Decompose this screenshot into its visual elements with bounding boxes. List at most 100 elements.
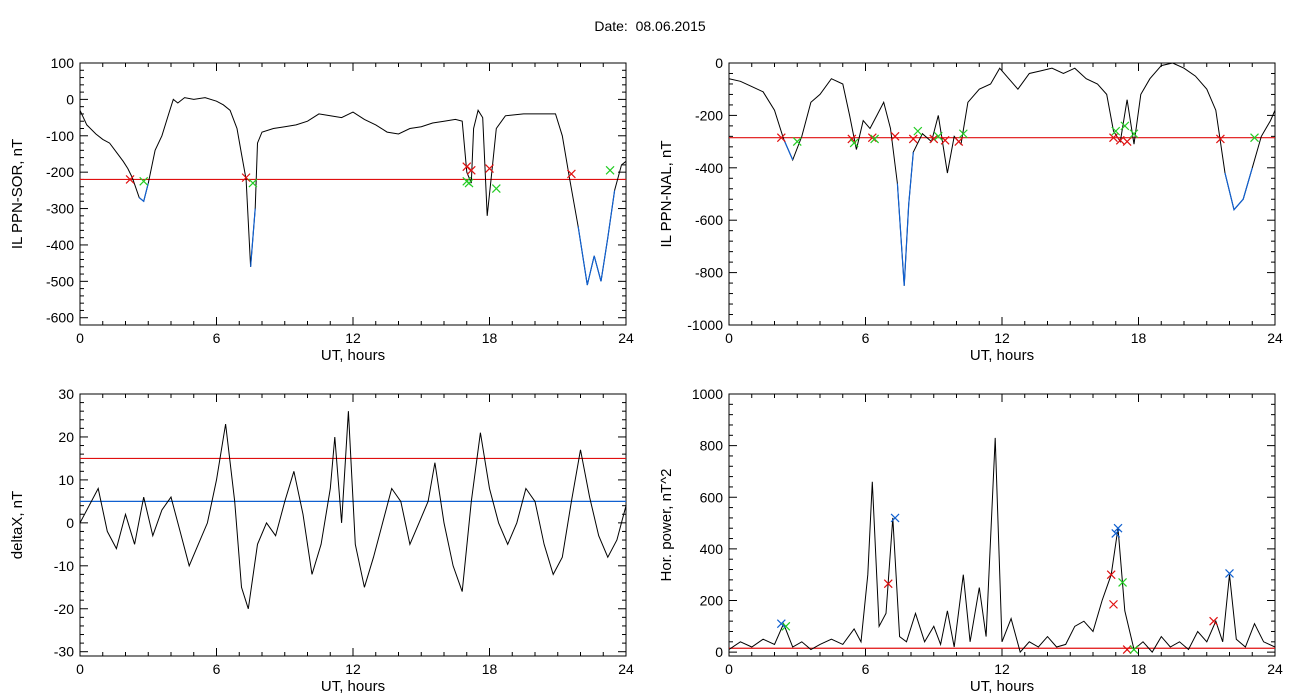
- red-marker: [929, 134, 939, 144]
- chart-sor: 0 6 12 18 24 -600 -500 -400 -300 -200 -100 0 100 UT, …: [9, 55, 634, 364]
- y-tick-label: -400: [695, 160, 723, 176]
- red-marker: [883, 579, 893, 589]
- y-tick-label: -500: [46, 273, 74, 289]
- y-tick-label: -100: [46, 128, 74, 144]
- y-tick-label: 0: [715, 644, 723, 660]
- y-tick-label: 0: [66, 515, 74, 531]
- blue-marker: [1225, 568, 1234, 578]
- x-tick-label: 6: [862, 330, 870, 346]
- red-marker: [566, 169, 576, 179]
- x-tick-label: 24: [618, 661, 634, 677]
- y-tick-label: 200: [700, 593, 724, 609]
- green-marker: [139, 176, 149, 186]
- y-axis-label: IL PPN-SOR, nT: [9, 139, 26, 249]
- green-marker: [958, 129, 968, 139]
- x-axis-label: UT, hours: [970, 347, 1034, 364]
- x-axis-label: UT, hours: [321, 347, 385, 364]
- x-tick-label: 24: [1267, 330, 1283, 346]
- green-marker: [491, 184, 501, 193]
- red-marker: [485, 164, 494, 173]
- y-tick-label: 0: [715, 55, 723, 71]
- x-tick-label: 18: [482, 661, 498, 677]
- plot-frame: [79, 62, 627, 326]
- red-marker: [1122, 645, 1132, 654]
- y-tick-label: 10: [58, 472, 74, 488]
- x-tick-label: 18: [482, 330, 498, 346]
- red-marker: [1215, 134, 1225, 144]
- blue-marker: [1111, 528, 1121, 538]
- green-marker: [1118, 578, 1127, 587]
- y-tick-label: 800: [700, 438, 724, 454]
- x-tick-label: 12: [994, 330, 1010, 346]
- x-tick-label: 6: [213, 330, 221, 346]
- series-disturbed: [138, 182, 616, 286]
- chart-nal: 0 6 12 18 24 -1000 -800 -600 -400 -200 0 UT, hours I…: [658, 55, 1283, 364]
- x-axis-label: UT, hours: [321, 678, 385, 695]
- x-tick-label: 0: [76, 330, 84, 346]
- x-tick-label: 0: [76, 661, 84, 677]
- green-marker: [1111, 126, 1121, 136]
- green-marker: [1129, 645, 1139, 654]
- y-tick-label: -1000: [687, 317, 723, 333]
- x-tick-label: 12: [345, 661, 361, 677]
- red-marker: [466, 165, 476, 175]
- green-marker: [933, 131, 943, 141]
- x-tick-label: 0: [725, 330, 733, 346]
- red-marker: [940, 135, 950, 145]
- series-line: [729, 437, 1275, 654]
- x-tick-label: 12: [345, 330, 361, 346]
- plot-frame: [728, 393, 1276, 657]
- y-axis-label: deltaX, nT: [9, 491, 26, 559]
- red-marker: [1209, 616, 1218, 626]
- y-tick-label: -800: [695, 265, 723, 281]
- red-marker: [908, 134, 918, 144]
- x-tick-label: 24: [1267, 661, 1283, 677]
- red-marker: [462, 162, 472, 172]
- y-axis-label: IL PPN-NAL, nT: [658, 141, 675, 248]
- plot-area: [80, 97, 626, 286]
- blue-marker: [890, 513, 900, 523]
- x-tick-label: 6: [862, 661, 870, 677]
- x-tick-label: 12: [994, 661, 1010, 677]
- series-line: [80, 411, 626, 609]
- y-axis-label: Hor. power, nT^2: [658, 469, 675, 582]
- green-marker: [792, 137, 802, 147]
- series-line: [729, 63, 1275, 286]
- y-tick-label: -200: [46, 164, 74, 180]
- y-tick-label: -600: [46, 310, 74, 326]
- y-tick-label: -600: [695, 212, 723, 228]
- green-marker: [913, 126, 923, 136]
- y-tick-label: 30: [58, 386, 74, 402]
- red-marker: [1106, 570, 1116, 580]
- green-marker: [464, 178, 474, 188]
- plot-area: [729, 437, 1275, 654]
- y-tick-label: 1000: [692, 386, 723, 402]
- figure-title: Date: 08.06.2015: [594, 18, 706, 34]
- y-tick-label: 400: [700, 541, 724, 557]
- green-marker: [849, 138, 859, 148]
- y-tick-label: -20: [54, 601, 74, 617]
- y-tick-label: -10: [54, 558, 74, 574]
- y-tick-label: 20: [58, 429, 74, 445]
- green-marker: [1250, 133, 1259, 143]
- y-tick-label: -400: [46, 237, 74, 253]
- red-marker: [1122, 137, 1132, 147]
- red-marker: [890, 131, 900, 141]
- red-marker: [847, 134, 857, 144]
- plot-area: [80, 411, 626, 609]
- red-marker: [1109, 599, 1118, 609]
- red-marker: [954, 137, 964, 147]
- plot-frame: [79, 393, 627, 657]
- plot-area: [729, 63, 1275, 286]
- y-tick-label: -300: [46, 201, 74, 217]
- x-tick-label: 0: [725, 661, 733, 677]
- red-marker: [241, 173, 251, 183]
- green-marker: [1129, 129, 1139, 139]
- chart-deltax: 0 6 12 18 24 -30 -20 -10 0 10 20 30 UT, hours deltaX,…: [9, 386, 634, 695]
- red-marker: [776, 133, 786, 143]
- y-tick-label: 100: [51, 55, 75, 71]
- x-tick-label: 18: [1131, 330, 1147, 346]
- green-marker: [781, 621, 791, 631]
- green-marker: [248, 178, 258, 188]
